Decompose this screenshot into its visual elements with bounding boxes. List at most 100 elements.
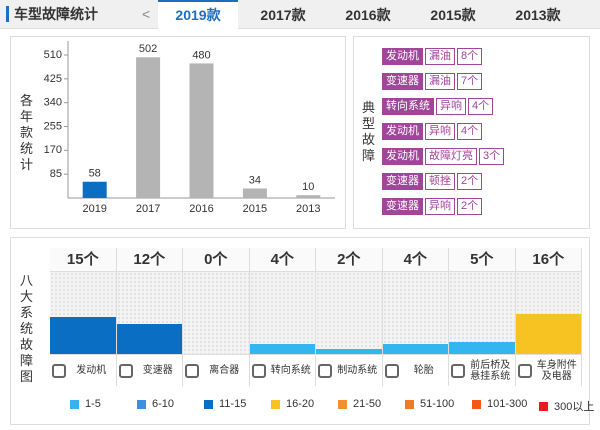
year-tab[interactable]: 2015款 [430,7,476,23]
x-tick-label: 变速器 [142,365,173,376]
fault-row: 变速器 异响 2个 [382,198,504,215]
system-icon [318,363,333,378]
fault-issue: 异响 [425,198,455,215]
legend-label: 1-5 [85,398,101,410]
category: 前后桥及悬挂系统 [449,354,515,386]
year-tab[interactable]: 2019款 [158,0,238,29]
legend-swatch [405,399,414,409]
legend-item: 1-5 [70,398,101,410]
x-tick-label: 转向系统 [270,365,311,376]
legend-item: 16-20 [271,398,314,410]
x-tick-label: 制动系统 [337,365,378,376]
system-icon [185,363,200,378]
system-icon [52,363,67,378]
bar [316,349,382,354]
plot-area [183,272,249,354]
legend-swatch [271,399,280,409]
system-icon [451,363,466,378]
legend-label: 11-15 [219,398,247,410]
system-icon [384,363,399,378]
year-tab[interactable]: 2016款 [345,7,391,23]
legend-item: 6-10 [137,398,174,410]
y-tick-label: 255 [44,120,62,132]
fault-count: 2个 [457,198,483,215]
legend-item: 101-300 [472,398,527,410]
category: 制动系统 [316,354,382,386]
y-tick-label: 510 [44,49,62,61]
fault-count: 4个 [468,98,494,115]
y-tick-label: 170 [44,144,62,156]
x-tick-label: 前后桥及悬挂系统 [470,359,511,382]
year-tab[interactable]: 2017款 [260,7,306,23]
year-tab[interactable]: 2013款 [515,7,561,23]
fault-panel [353,36,590,229]
fault-row: 转向系统 异响 4个 [382,98,504,115]
system-icon [118,363,133,378]
fault-row: 发动机 异响 4个 [382,123,504,140]
system-icon [517,363,532,378]
legend-swatch [137,399,146,409]
value-label: 480 [192,49,210,61]
legend-item: 21-50 [338,398,381,410]
y-tick-label: 425 [44,73,62,85]
category: 离合器 [183,354,249,386]
x-tick-label: 2013 [296,203,320,215]
fault-row: 发动机 漏油 8个 [382,48,504,65]
legend-swatch [204,399,213,409]
fault-issue: 异响 [436,98,466,115]
bar [449,341,515,354]
value-label: 12个 [116,248,182,272]
fault-component: 变速器 [382,73,423,90]
value-label: 5个 [449,248,515,272]
legend-item: 11-15 [204,398,246,410]
fault-component: 发动机 [382,148,423,165]
fault-label: 典型故障 [362,100,376,163]
system-column: 4个转向系统 [249,248,316,386]
category: 转向系统 [249,354,315,386]
fault-count: 4个 [457,123,483,140]
category: 车身附件及电器 [515,354,581,386]
fault-row: 发动机 故障灯亮 3个 [382,148,505,165]
prev-button[interactable]: < [142,6,151,22]
value-label: 34 [249,174,261,186]
plot-area [116,272,182,354]
fault-issue: 异响 [425,123,455,140]
legend-swatch [539,401,548,411]
fault-count: 8个 [457,48,483,65]
x-tick-label: 2017 [136,203,160,215]
plot-area [449,272,515,354]
system-column: 2个制动系统 [316,248,383,386]
value-label: 4个 [249,248,315,272]
bar [296,195,321,198]
fault-list: 发动机 漏油 8个 变速器 漏油 7个 转向系统 异响 4个 发动机 异响 4个 发动机 故障灯亮 3个 变速… [382,48,505,215]
x-tick-label: 2019 [82,203,106,215]
x-tick-label: 发动机 [76,365,107,376]
header: 车型故障统计 < 2019款 2017款 2016款 2015款 2013款 [0,0,600,29]
fault-count: 3个 [479,148,505,165]
legend-swatch [338,399,347,409]
value-label: 15个 [50,248,116,272]
fault-component: 发动机 [382,48,423,65]
legend-item: 300以上 [539,398,594,414]
fault-component: 变速器 [382,198,423,215]
bar [136,57,161,199]
system-column: 0个 离合器 [183,248,250,386]
legend-label: 101-300 [487,398,528,410]
system-label: 八大系统故障图 [20,273,34,384]
y-axis-label: 各年款统计 [20,93,34,172]
legend-swatch [70,399,79,409]
system-icon [251,363,266,378]
x-tick-label: 2016 [189,203,213,215]
fault-issue: 故障灯亮 [425,148,477,165]
x-tick-label: 车身附件及电器 [536,359,577,382]
value-label: 10 [302,181,314,193]
value-label: 16个 [515,248,581,272]
fault-count: 2个 [457,173,483,190]
system-column: 4个 轮胎 [382,248,449,386]
fault-row: 变速器 顿挫 2个 [382,173,504,190]
header-title: 车型故障统计 [6,6,98,22]
value-label: 2个 [316,248,382,272]
x-tick-label: 轮胎 [413,365,434,376]
bar [116,324,182,354]
